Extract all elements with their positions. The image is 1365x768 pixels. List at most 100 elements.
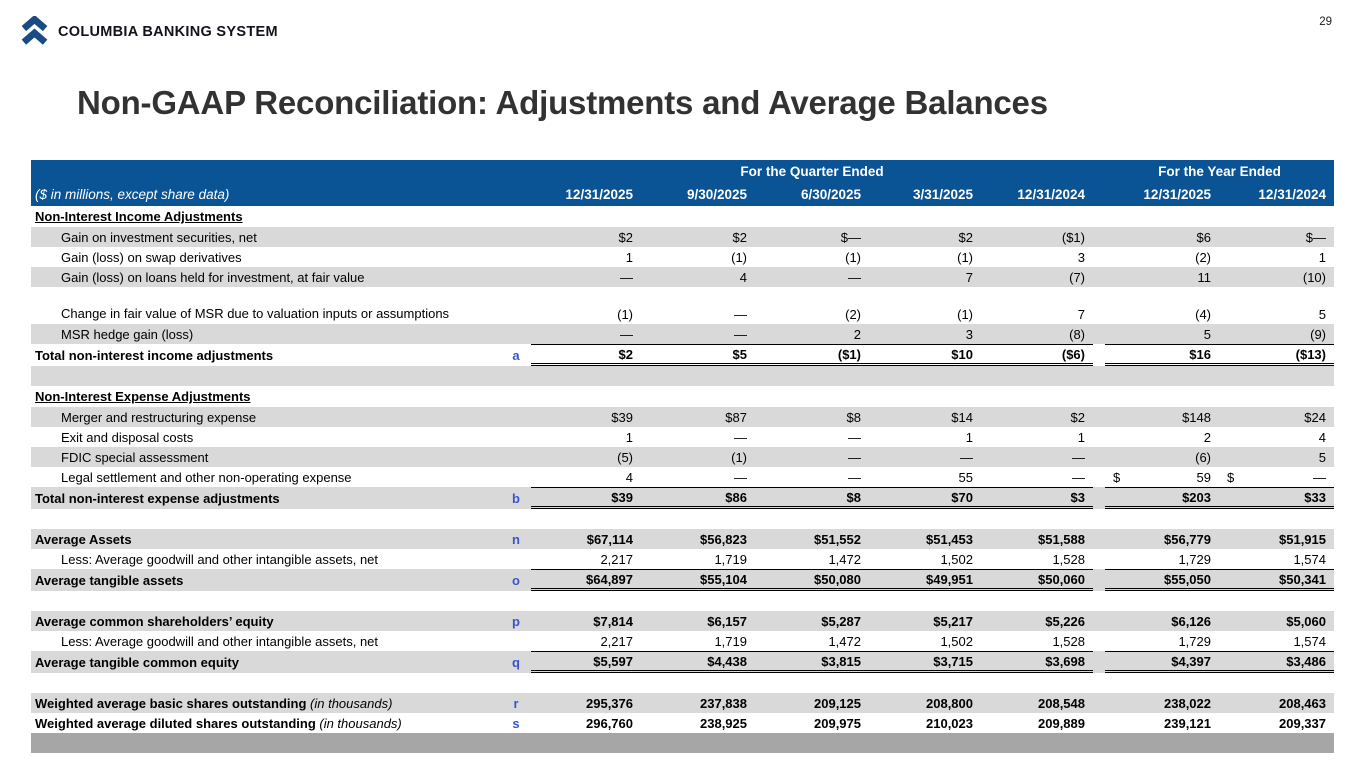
ref-letter: n: [512, 531, 520, 547]
value-cell: —: [734, 429, 747, 445]
section-heading: Non-Interest Expense Adjustments: [35, 389, 251, 404]
value-cell: 1: [1318, 249, 1326, 265]
column-group-year: For the Year Ended: [1158, 163, 1281, 179]
column-gap: [1093, 693, 1105, 713]
value-cell: $51,453: [926, 531, 973, 547]
ref-letter: r: [513, 695, 519, 711]
value-cell: 208,463: [1279, 695, 1326, 711]
ref-letter: b: [512, 490, 520, 506]
value-cell: 1,528: [1052, 633, 1085, 649]
value-cell: (9): [1310, 326, 1326, 342]
ref-letter: [501, 267, 531, 287]
row-label: Legal settlement and other non-operating…: [61, 469, 352, 485]
value-cell: $56,779: [1164, 531, 1211, 547]
unit-note: ($ in millions, except share data): [35, 186, 230, 202]
value-cell: 2,217: [600, 551, 633, 567]
ref-letter: [501, 467, 531, 487]
value-cell: (1): [845, 249, 861, 265]
table-row: Weighted average basic shares outstandin…: [31, 693, 1334, 713]
value-cell: $39: [531, 487, 641, 509]
value-cell: 1,472: [828, 551, 861, 567]
financial-table: For the Quarter Ended For the Year Ended…: [31, 160, 1334, 753]
column-gap: [1093, 487, 1105, 509]
value-cell: 209,125: [814, 695, 861, 711]
table-spacer-row: [31, 591, 1334, 611]
table-row: Gain on investment securities, net $2 $2 $—…: [31, 227, 1334, 247]
table-row: Exit and disposal costs 1 — — 1 1 2 4: [31, 427, 1334, 447]
value-cell: $5: [641, 344, 755, 366]
value-cell: $—: [1227, 469, 1326, 485]
column-gap: [1093, 267, 1105, 287]
table-body: Non-Interest Income Adjustments Gain on i…: [31, 206, 1334, 753]
value-cell: $50,060: [981, 569, 1093, 591]
table-row: Non-Interest Expense Adjustments: [31, 386, 1334, 407]
value-cell: —: [620, 326, 633, 342]
ref-letter: [501, 247, 531, 267]
column-header: 12/31/2024: [1258, 186, 1326, 202]
row-label: Gain on investment securities, net: [61, 229, 257, 245]
value-cell: 3: [1077, 249, 1085, 265]
value-cell: 238,925: [700, 715, 747, 731]
value-cell: 1: [625, 249, 633, 265]
value-cell: 1,502: [940, 633, 973, 649]
column-gap: [1093, 247, 1105, 267]
value-cell: —: [848, 449, 861, 465]
value-cell: (5): [617, 449, 633, 465]
table-header: For the Quarter Ended For the Year Ended…: [31, 160, 1334, 206]
value-cell: $49,951: [869, 569, 981, 591]
brand-logo: COLUMBIA BANKING SYSTEM: [20, 16, 278, 47]
column-gap: [1093, 427, 1105, 447]
value-cell: 1,719: [714, 551, 747, 567]
value-cell: 1: [625, 429, 633, 445]
row-label: Average Assets: [35, 531, 132, 547]
table-spacer-row: [31, 673, 1334, 693]
value-cell: $87: [725, 409, 747, 425]
row-label: Gain (loss) on loans held for investment…: [61, 269, 365, 285]
row-label: Less: Average goodwill and other intangi…: [61, 633, 379, 649]
chevron-up-logo-icon: [20, 16, 49, 47]
value-cell: (2): [845, 307, 861, 322]
value-cell: 7: [965, 269, 973, 285]
column-gap: [1093, 227, 1105, 247]
value-cell: —: [848, 429, 861, 445]
column-gap: [1093, 447, 1105, 467]
value-cell: 4: [625, 469, 633, 485]
value-cell: $5,287: [821, 613, 861, 629]
value-cell: 209,975: [814, 715, 861, 731]
value-cell: $3,715: [869, 651, 981, 673]
value-cell: $3,815: [755, 651, 869, 673]
value-cell: (1): [731, 249, 747, 265]
value-cell: 1,574: [1293, 551, 1326, 567]
value-cell: 239,121: [1164, 715, 1211, 731]
ref-letter: o: [512, 572, 520, 588]
ref-letter: [501, 549, 531, 569]
row-label: Total non-interest expense adjustments: [35, 490, 280, 506]
table-spacer-row: [31, 366, 1334, 386]
value-cell: 3: [965, 326, 973, 342]
table-spacer-row: [31, 509, 1334, 529]
value-cell: —: [848, 469, 861, 485]
value-cell: (8): [1069, 326, 1085, 342]
value-cell: ($1): [1061, 229, 1085, 245]
column-gap: [1093, 324, 1105, 344]
ref-letter: [501, 447, 531, 467]
value-cell: $5,060: [1286, 613, 1326, 629]
value-cell: 237,838: [700, 695, 747, 711]
value-cell: $70: [869, 487, 981, 509]
value-cell: (1): [957, 307, 973, 322]
column-gap: [1093, 529, 1105, 549]
column-group-quarter: For the Quarter Ended: [740, 163, 884, 179]
value-cell: $24: [1304, 409, 1326, 425]
value-cell: 210,023: [926, 715, 973, 731]
value-cell: $203: [1105, 487, 1219, 509]
table-row: Total non-interest expense adjustments b $…: [31, 487, 1334, 509]
page-title: Non-GAAP Reconciliation: Adjustments and…: [77, 84, 1048, 121]
value-cell: $6: [1196, 229, 1211, 245]
value-cell: 1,729: [1178, 551, 1211, 567]
value-cell: 1: [965, 429, 973, 445]
value-cell: $50,341: [1219, 569, 1334, 591]
value-cell: $59: [1113, 469, 1211, 485]
value-cell: $3,698: [981, 651, 1093, 673]
value-cell: 209,889: [1038, 715, 1085, 731]
